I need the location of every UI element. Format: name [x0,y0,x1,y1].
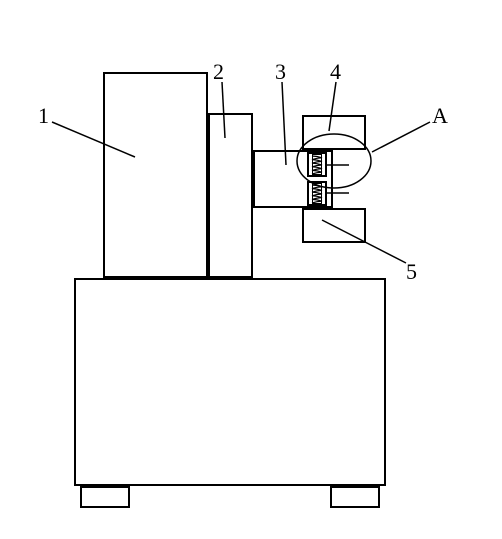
base-rect [74,278,386,486]
block-4-bottom [302,208,366,243]
label-3: 3 [275,59,286,85]
label-4: 4 [330,59,341,85]
label-2: 2 [213,59,224,85]
block-4-top [302,115,366,150]
foot-left [80,486,130,508]
clip-5-top-inner [312,154,322,175]
label-A: A [432,103,448,129]
foot-right [330,486,380,508]
label-5: 5 [406,259,417,285]
column-1 [103,72,208,278]
column-2 [208,113,253,278]
clip-5-bot-inner [312,183,322,204]
label-1: 1 [38,103,49,129]
